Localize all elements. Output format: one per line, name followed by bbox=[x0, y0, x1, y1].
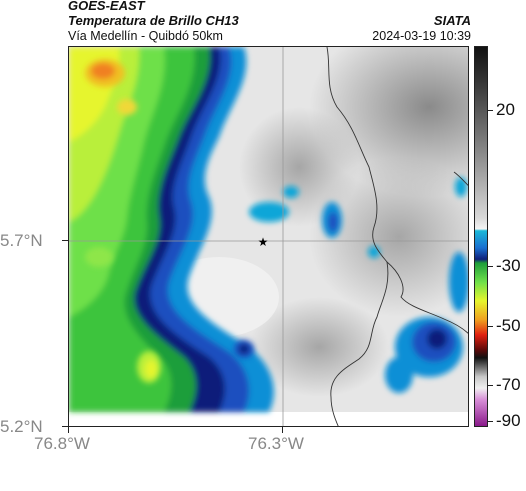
colorbar-tick-mark bbox=[488, 266, 493, 267]
lat-tick-mark bbox=[62, 426, 68, 427]
colorbar-tick-mark bbox=[488, 421, 493, 422]
product-title: Temperatura de Brillo CH13 bbox=[68, 13, 239, 28]
colorbar-label-minus90: -90 bbox=[496, 411, 521, 430]
satellite-title: GOES-EAST bbox=[68, 0, 145, 13]
colorbar-tick-mark bbox=[488, 110, 493, 111]
organization-label: SIATA bbox=[433, 13, 471, 28]
colorbar bbox=[474, 46, 488, 427]
lon-tick-mark bbox=[68, 427, 69, 433]
lat-tick-label-5.2: 5.2°N bbox=[0, 417, 43, 436]
boundary-line bbox=[453, 171, 468, 186]
location-marker: ★ bbox=[258, 235, 269, 249]
colorbar-tick-mark bbox=[488, 385, 493, 386]
boundary-line bbox=[330, 261, 389, 426]
colorbar-label-20: 20 bbox=[496, 100, 515, 119]
lon-tick-mark bbox=[282, 427, 283, 433]
colorbar-label-minus30: -30 bbox=[496, 256, 521, 275]
brightness-temperature-field: ★ bbox=[69, 47, 468, 426]
colorbar-tick-mark bbox=[488, 326, 493, 327]
lon-tick-label-76.3: 76.3°W bbox=[248, 434, 304, 453]
satellite-map: ★ bbox=[68, 46, 469, 427]
lat-tick-mark bbox=[62, 240, 68, 241]
colorbar-label-minus70: -70 bbox=[496, 375, 521, 394]
datetime-label: 2024-03-19 10:39 bbox=[372, 29, 471, 43]
route-subtitle: Vía Medellín - Quibdó 50km bbox=[68, 29, 223, 43]
lat-tick-label-5.7: 5.7°N bbox=[0, 231, 43, 250]
lon-tick-label-76.8: 76.8°W bbox=[34, 434, 90, 453]
colorbar-label-minus50: -50 bbox=[496, 316, 521, 335]
boundary-line bbox=[326, 47, 468, 334]
